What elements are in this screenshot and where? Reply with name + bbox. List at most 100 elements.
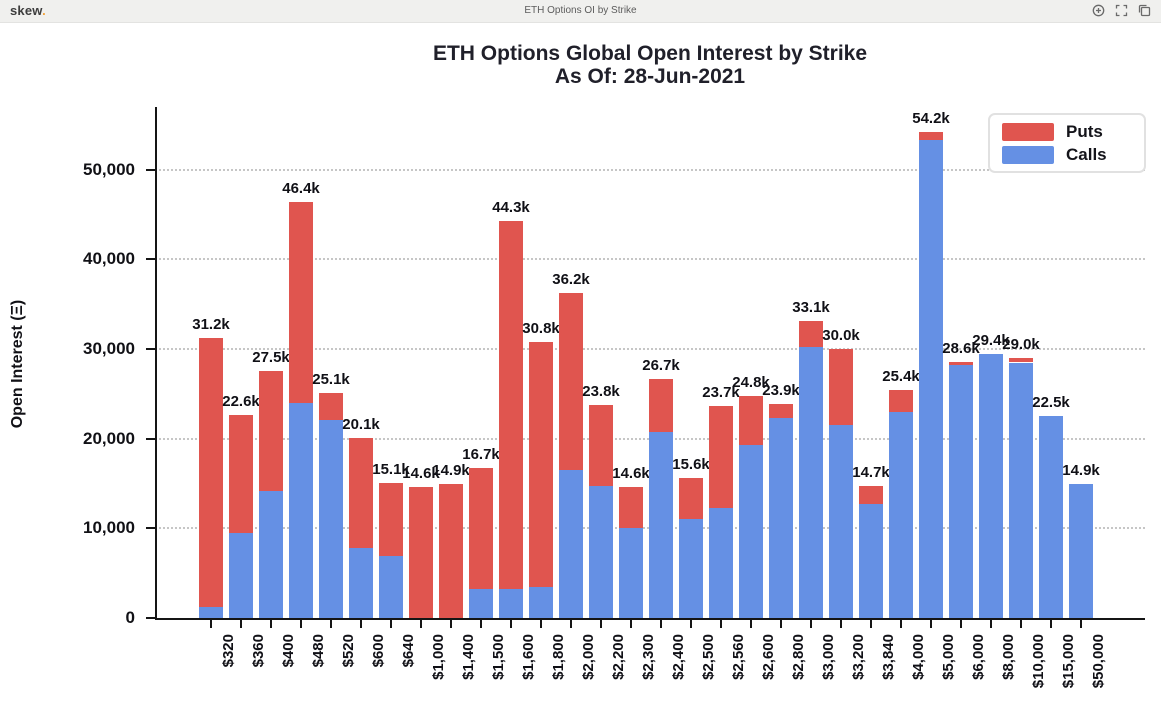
puts-segment-$3,000[interactable]: [799, 321, 823, 348]
x-tick-label-$6,000: $6,000: [970, 634, 987, 680]
puts-segment-$4,000[interactable]: [889, 390, 913, 412]
calls-segment-$6,000[interactable]: [949, 365, 973, 618]
puts-segment-$2,600[interactable]: [739, 395, 763, 445]
window-title: ETH Options OI by Strike: [524, 5, 637, 16]
y-tick-label: 0: [125, 608, 135, 627]
puts-swatch: [1002, 122, 1054, 141]
calls-segment-$2,000[interactable]: [559, 470, 583, 618]
calls-segment-$5,000[interactable]: [919, 140, 943, 618]
calls-segment-$520[interactable]: [319, 419, 343, 618]
calls-segment-$8,000[interactable]: [979, 354, 1003, 618]
zoom-in-icon[interactable]: [1092, 4, 1105, 17]
y-tick-label: 20,000: [83, 428, 135, 448]
bar-total-label-$2,500: 15.6k: [672, 456, 710, 474]
calls-segment-$640[interactable]: [379, 556, 403, 618]
chart-title-line2: As Of: 28-Jun-2021: [554, 65, 746, 88]
puts-segment-$6,000[interactable]: [949, 361, 973, 366]
puts-segment-$2,800[interactable]: [769, 403, 793, 419]
puts-segment-$1,600[interactable]: [499, 220, 523, 590]
calls-segment-$3,840[interactable]: [859, 504, 883, 618]
puts-segment-$360[interactable]: [229, 415, 253, 533]
puts-segment-$640[interactable]: [379, 482, 403, 557]
x-tick: [720, 620, 722, 628]
skew-logo[interactable]: skew.: [10, 3, 46, 18]
bar-total-label-$3,840: 14.7k: [852, 464, 890, 482]
gridline-30,000: [155, 348, 1145, 351]
x-tick-label-$15,000: $15,000: [1060, 634, 1077, 689]
x-tick-label-$3,200: $3,200: [850, 634, 867, 680]
bar-total-label-$2,800: 23.9k: [762, 381, 800, 399]
puts-segment-$2,400[interactable]: [649, 378, 673, 432]
bar-total-label-$10,000: 29.0k: [1002, 336, 1040, 354]
legend-item-calls[interactable]: Calls: [990, 145, 1144, 165]
puts-segment-$1,800[interactable]: [529, 341, 553, 587]
copy-icon[interactable]: [1138, 4, 1151, 17]
calls-segment-$2,560[interactable]: [709, 507, 733, 618]
calls-segment-$1,600[interactable]: [499, 589, 523, 618]
y-tick-label: 30,000: [83, 339, 135, 359]
calls-segment-$4,000[interactable]: [889, 411, 913, 618]
x-tick: [570, 620, 572, 628]
calls-segment-$1,500[interactable]: [469, 589, 493, 618]
puts-segment-$2,500[interactable]: [679, 478, 703, 520]
puts-segment-$2,300[interactable]: [619, 487, 643, 529]
x-tick: [270, 620, 272, 628]
bar-total-label-$15,000: 22.5k: [1032, 394, 1070, 412]
puts-segment-$3,200[interactable]: [829, 349, 853, 426]
x-tick: [930, 620, 932, 628]
puts-segment-$1,400[interactable]: [439, 484, 463, 618]
x-tick: [510, 620, 512, 628]
x-tick: [660, 620, 662, 628]
x-tick-label-$1,000: $1,000: [430, 634, 447, 680]
calls-segment-$2,800[interactable]: [769, 418, 793, 618]
calls-segment-$360[interactable]: [229, 532, 253, 618]
calls-segment-$3,000[interactable]: [799, 347, 823, 618]
puts-segment-$600[interactable]: [349, 437, 373, 549]
legend-item-puts[interactable]: Puts: [990, 122, 1144, 142]
bar-total-label-$1,800: 30.8k: [522, 319, 560, 337]
x-tick-label-$50,000: $50,000: [1090, 634, 1107, 689]
puts-segment-$2,560[interactable]: [709, 405, 733, 508]
y-axis-line: [155, 107, 157, 618]
bar-total-label-$400: 27.5k: [252, 349, 290, 367]
calls-segment-$600[interactable]: [349, 548, 373, 618]
y-tick: [146, 437, 155, 440]
calls-segment-$2,400[interactable]: [649, 431, 673, 618]
puts-segment-$3,840[interactable]: [859, 486, 883, 505]
x-tick: [480, 620, 482, 628]
bar-total-label-$640: 15.1k: [372, 460, 410, 478]
calls-segment-$480[interactable]: [289, 402, 313, 618]
x-tick-label-$400: $400: [280, 634, 297, 668]
puts-segment-$1,500[interactable]: [469, 468, 493, 590]
puts-segment-$10,000[interactable]: [1009, 358, 1033, 363]
puts-segment-$2,200[interactable]: [589, 404, 613, 487]
puts-segment-$320[interactable]: [199, 338, 223, 608]
calls-segment-$2,200[interactable]: [589, 486, 613, 618]
calls-segment-$2,300[interactable]: [619, 528, 643, 618]
puts-segment-$2,000[interactable]: [559, 293, 583, 471]
puts-segment-$400[interactable]: [259, 371, 283, 491]
calls-segment-$2,500[interactable]: [679, 519, 703, 618]
bar-total-label-$320: 31.2k: [192, 316, 230, 334]
puts-segment-$1,000[interactable]: [409, 487, 433, 618]
calls-segment-$400[interactable]: [259, 490, 283, 618]
puts-segment-$5,000[interactable]: [919, 132, 943, 141]
calls-segment-$2,600[interactable]: [739, 444, 763, 618]
calls-segment-$10,000[interactable]: [1009, 362, 1033, 618]
chart-title-line1: ETH Options Global Open Interest by Stri…: [432, 42, 868, 65]
calls-segment-$3,200[interactable]: [829, 425, 853, 618]
puts-segment-$480[interactable]: [289, 202, 313, 403]
calls-segment-$320[interactable]: [199, 607, 223, 618]
x-tick-label-$1,400: $1,400: [460, 634, 477, 680]
bar-total-label-$360: 22.6k: [222, 393, 260, 411]
legend-label-calls: Calls: [1066, 144, 1107, 164]
calls-segment-$1,800[interactable]: [529, 586, 553, 618]
fullscreen-icon[interactable]: [1115, 4, 1128, 17]
calls-segment-$15,000[interactable]: [1039, 416, 1063, 618]
x-tick: [960, 620, 962, 628]
gridline-40,000: [155, 258, 1145, 261]
x-tick: [330, 620, 332, 628]
puts-segment-$520[interactable]: [319, 392, 343, 420]
calls-segment-$50,000[interactable]: [1069, 484, 1093, 618]
